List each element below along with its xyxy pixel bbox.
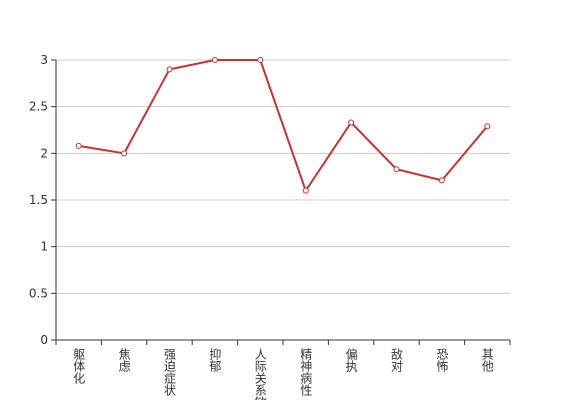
y-tick-label: 0 — [40, 333, 48, 347]
point — [75, 142, 82, 149]
point — [484, 123, 491, 130]
y-tick-label: 2.5 — [29, 100, 48, 114]
x-tick-label: 恐怖 — [435, 348, 449, 372]
y-tick-label: 1 — [40, 240, 48, 254]
x-tick-label: 偏执 — [344, 347, 358, 373]
x-tick-label: 抑郁 — [208, 347, 222, 373]
point — [257, 57, 264, 63]
point — [438, 177, 445, 184]
x-tick-label: 敌对 — [390, 347, 404, 372]
x-tick-label: 其他 — [480, 348, 494, 372]
y-tick-label: 3 — [40, 53, 48, 67]
line — [78, 59, 489, 193]
x-tick-label: 强迫症状 — [163, 348, 177, 396]
point — [121, 150, 128, 157]
y-tick-label: 2 — [40, 146, 48, 160]
point — [166, 66, 173, 73]
point — [302, 187, 309, 194]
y-tick-label: 1.5 — [29, 193, 48, 207]
point — [348, 119, 355, 126]
point — [393, 166, 400, 173]
x-tick-label: 人际关系敏感 — [253, 348, 267, 400]
x-tick-label: 精神病性 — [299, 348, 313, 397]
point — [211, 57, 218, 63]
x-tick-label: 焦虑 — [117, 348, 131, 372]
x-tick-label: 躯体化 — [72, 347, 86, 385]
y-tick-label: 0.5 — [29, 286, 48, 300]
